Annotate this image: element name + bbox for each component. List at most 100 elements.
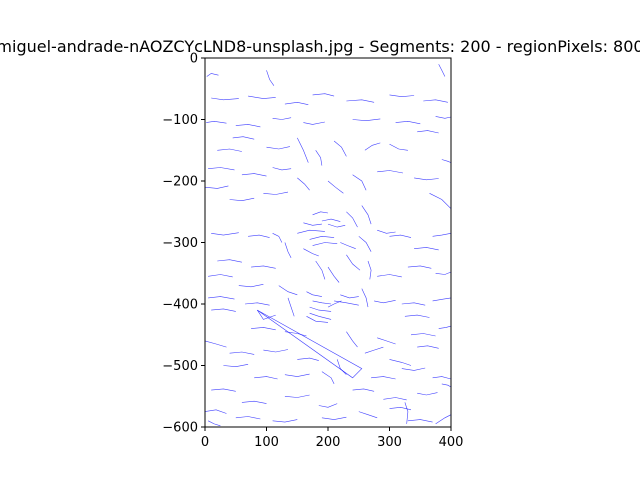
- segment-line: [429, 193, 452, 209]
- segment-line: [229, 351, 255, 355]
- segment-line: [211, 308, 236, 312]
- y-tick-label: −100: [162, 113, 198, 128]
- segment-line: [297, 177, 310, 191]
- segment-line: [229, 197, 255, 202]
- segment-line: [248, 234, 270, 238]
- segment-line: [211, 97, 239, 101]
- x-tick-label: 300: [377, 435, 402, 450]
- segment-line: [389, 94, 415, 98]
- segment-line: [238, 284, 264, 288]
- segment-line: [318, 403, 338, 408]
- segment-line: [346, 331, 358, 348]
- segment-line: [251, 327, 276, 331]
- segment-line: [374, 300, 396, 304]
- segment-line: [206, 120, 227, 124]
- segment-line: [278, 285, 298, 296]
- segment-line: [336, 359, 347, 375]
- segment-line: [272, 233, 283, 243]
- segment-line: [204, 340, 227, 348]
- segment-line: [208, 274, 233, 278]
- segment-line: [389, 406, 412, 411]
- segment-line: [297, 137, 309, 163]
- segment-line: [315, 260, 326, 280]
- segment-line: [211, 232, 239, 236]
- segment-line: [303, 121, 325, 125]
- segment-line: [208, 296, 235, 300]
- segment-line: [272, 117, 292, 120]
- segment-line: [321, 416, 347, 420]
- segment-line: [441, 383, 452, 388]
- y-tick-label: 0: [190, 52, 198, 67]
- segment-line: [361, 288, 369, 308]
- segment-line: [263, 191, 289, 195]
- segment-line: [217, 148, 242, 152]
- segment-line: [389, 234, 412, 238]
- segment-line: [334, 300, 359, 306]
- segment-line: [223, 364, 249, 368]
- segment-line: [364, 346, 384, 354]
- segment-line: [321, 371, 335, 385]
- segment-line: [432, 297, 452, 302]
- segment-line: [306, 291, 322, 297]
- segment-line: [358, 411, 378, 419]
- segment-line: [377, 337, 396, 345]
- segment-line: [327, 223, 346, 228]
- segment-line: [306, 316, 329, 323]
- segment-line: [266, 70, 275, 86]
- segment-line: [414, 247, 439, 251]
- segment-line: [284, 373, 310, 377]
- segment-line: [266, 146, 290, 150]
- segment-line: [211, 388, 236, 392]
- segment-line: [377, 170, 404, 174]
- segment-line: [309, 235, 335, 240]
- segment-line: [432, 376, 452, 380]
- segment-line: [309, 312, 332, 320]
- segment-line: [432, 233, 452, 237]
- segment-line: [217, 259, 242, 263]
- plot-area: [204, 64, 452, 427]
- y-axis: 0 −100 −200 −300 −400 −500 −600: [162, 52, 205, 436]
- segment-line: [389, 359, 412, 366]
- segment-line: [383, 397, 407, 401]
- segment-line: [441, 159, 452, 163]
- segment-line: [263, 349, 289, 353]
- segment-line: [297, 357, 319, 361]
- segment-line: [407, 419, 433, 423]
- segment-line: [315, 150, 323, 166]
- segment-line: [284, 242, 292, 259]
- segment-line: [435, 271, 452, 275]
- segment-line: [312, 300, 332, 305]
- segment-line: [404, 314, 430, 318]
- x-tick-label: 400: [439, 435, 464, 450]
- segment-line: [410, 333, 436, 337]
- segment-line: [364, 142, 381, 151]
- segment-line: [377, 229, 396, 234]
- y-tick-label: −200: [162, 175, 198, 190]
- segment-line: [204, 185, 229, 189]
- segment-line: [401, 302, 426, 306]
- segment-line: [438, 64, 446, 77]
- segment-line: [352, 118, 381, 122]
- segment-line: [254, 376, 278, 380]
- segment-line: [207, 420, 221, 427]
- segment-line: [361, 205, 372, 225]
- segment-line: [312, 93, 335, 97]
- segment-line: [340, 242, 356, 249]
- segment-line: [435, 116, 452, 119]
- segment-line: [257, 309, 363, 379]
- segment-line: [312, 211, 329, 216]
- segment-line: [208, 167, 235, 171]
- segment-line: [417, 345, 439, 349]
- segment-line: [303, 222, 322, 226]
- segment-line: [417, 130, 439, 134]
- segment-line: [340, 294, 359, 299]
- segment-line: [371, 376, 396, 380]
- segment-line: [235, 124, 261, 128]
- segment-line: [303, 248, 319, 257]
- segment-line: [417, 392, 438, 396]
- segment-line: [377, 274, 402, 278]
- segment-line: [309, 306, 332, 312]
- x-tick-label: 200: [316, 435, 341, 450]
- segment-line: [389, 143, 408, 151]
